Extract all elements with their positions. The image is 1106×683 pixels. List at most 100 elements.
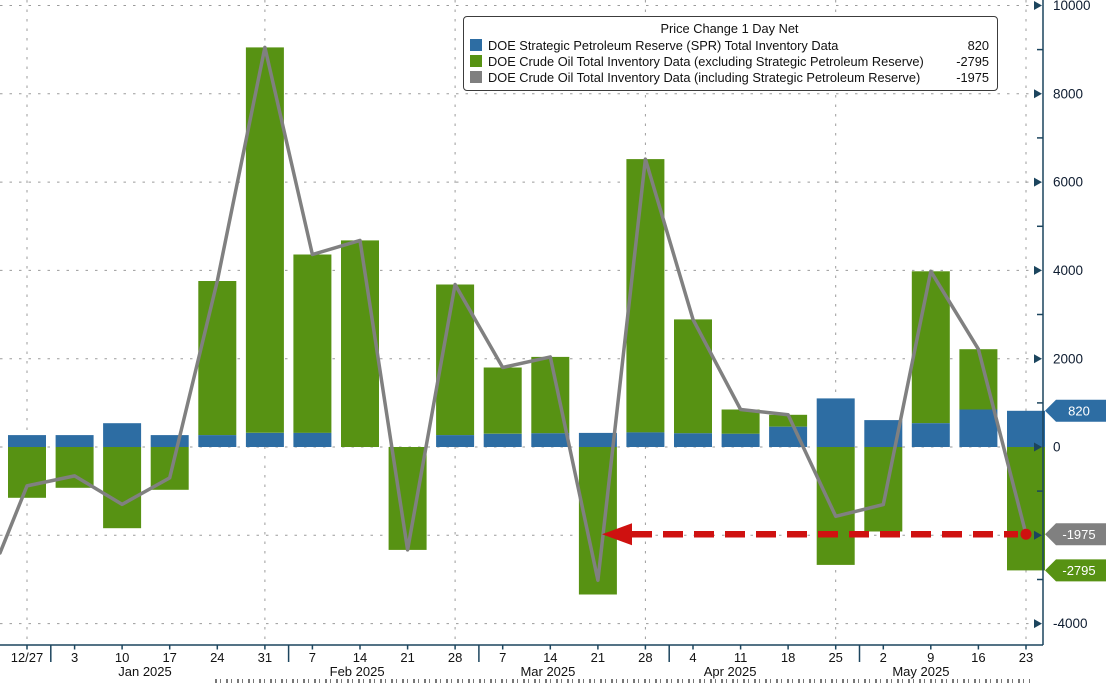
x-axis-label: 3: [71, 650, 78, 665]
x-axis-label: 21: [591, 650, 605, 665]
bar-spr-segment: [198, 435, 237, 447]
month-label: Jan 2025: [118, 664, 172, 679]
y-axis-badge: [1045, 399, 1106, 422]
y-axis-tick-arrow-icon: [1034, 354, 1042, 364]
y-axis-label: 10000: [1053, 0, 1091, 13]
total-line: [0, 45, 1028, 583]
bar-crude-segment: [198, 281, 237, 436]
x-axis-label: 12/27: [11, 650, 44, 665]
bar-spr-segment: [55, 435, 94, 447]
x-axis-label: 4: [689, 650, 696, 665]
y-axis-label: 8000: [1053, 86, 1083, 101]
bar-spr-segment: [483, 433, 522, 447]
month-label: Feb 2025: [330, 664, 385, 679]
bar-spr-segment: [816, 398, 855, 447]
bar-crude-segment: [816, 447, 855, 565]
bar-spr-segment: [1007, 410, 1045, 447]
bar-crude-segment: [674, 319, 712, 434]
x-axis-label: 2: [880, 650, 887, 665]
legend-item-crude-ex-spr: DOE Crude Oil Total Inventory Data (excl…: [470, 53, 989, 69]
y-axis-badge: [1045, 559, 1106, 582]
x-axis-label: 10: [115, 650, 129, 665]
bar-spr-segment: [245, 432, 284, 447]
bar-spr-segment: [103, 423, 142, 447]
bar-crude-segment: [864, 447, 903, 532]
y-axis-badge-label: -2795: [1062, 563, 1095, 578]
crude-ex-spr-series-swatch-icon: [470, 55, 482, 67]
bar-spr-segment: [626, 432, 665, 447]
x-axis-label: 24: [210, 650, 224, 665]
crude-inc-spr-series-swatch-icon: [470, 71, 482, 83]
y-axis-badge-label: 820: [1068, 403, 1090, 418]
y-axis-label: 0: [1053, 440, 1061, 455]
bar-spr-segment: [674, 433, 712, 447]
bar-crude-segment: [483, 367, 522, 434]
bar-spr-segment: [293, 432, 332, 447]
y-axis-tick-arrow-icon: [1034, 619, 1042, 629]
x-axis-label: 21: [400, 650, 414, 665]
x-axis-label: 28: [448, 650, 462, 665]
bar-spr-segment: [721, 433, 760, 447]
bar-crude-segment: [55, 447, 94, 488]
bar-crude-segment: [769, 414, 808, 427]
x-axis-label: 18: [781, 650, 795, 665]
legend-item-spr: DOE Strategic Petroleum Reserve (SPR) To…: [470, 37, 989, 53]
y-axis-tick-arrow-icon: [1034, 442, 1042, 452]
bar-crude-segment: [103, 447, 142, 529]
month-label: May 2025: [892, 664, 949, 679]
clipped-footer-text: [215, 679, 1030, 683]
y-axis-badge-label: -1975: [1062, 527, 1095, 542]
bar-spr-segment: [531, 433, 570, 447]
bar-crude-segment: [150, 447, 189, 490]
legend-item-crude-inc-spr: DOE Crude Oil Total Inventory Data (incl…: [470, 69, 989, 85]
line-end-marker: [1020, 528, 1032, 540]
x-axis-label: 28: [638, 650, 652, 665]
y-axis-tick-arrow-icon: [1034, 265, 1042, 275]
legend-box: Price Change 1 Day Net DOE Strategic Pet…: [463, 16, 998, 91]
spr-series-swatch-icon: [470, 39, 482, 51]
bar-spr-segment: [8, 435, 46, 447]
legend-item-label: DOE Crude Oil Total Inventory Data (excl…: [488, 53, 924, 69]
trend-arrow-head-icon: [602, 523, 632, 546]
x-axis-label: 7: [499, 650, 506, 665]
y-axis-tick-arrow-icon: [1034, 1, 1042, 10]
bar-spr-segment: [911, 423, 950, 447]
y-axis-badge: [1045, 523, 1106, 546]
y-axis-label: 6000: [1053, 175, 1083, 190]
y-axis-tick-arrow-icon: [1034, 89, 1042, 99]
legend-item-value: 820: [967, 37, 989, 53]
x-axis-label: 17: [162, 650, 176, 665]
y-axis-label: 4000: [1053, 263, 1083, 278]
y-axis-tick-arrow-icon: [1034, 530, 1042, 540]
x-axis-label: 11: [734, 650, 748, 665]
x-axis-label: 7: [309, 650, 316, 665]
legend-title: Price Change 1 Day Net: [660, 21, 799, 36]
x-axis-label: 9: [927, 650, 934, 665]
legend-item-label: DOE Crude Oil Total Inventory Data (incl…: [488, 69, 921, 85]
bar-crude-segment: [1007, 447, 1045, 571]
y-axis-label: 2000: [1053, 351, 1083, 366]
x-axis-label: 16: [971, 650, 985, 665]
bar-spr-segment: [436, 435, 475, 447]
x-axis-label: 14: [543, 650, 557, 665]
bar-crude-segment: [721, 409, 760, 434]
month-label: Apr 2025: [704, 664, 757, 679]
legend-item-value: -2795: [956, 53, 989, 69]
legend-item-label: DOE Strategic Petroleum Reserve (SPR) To…: [488, 37, 839, 53]
bar-spr-segment: [150, 435, 189, 447]
month-label: Mar 2025: [520, 664, 575, 679]
bar-spr-segment: [578, 432, 617, 447]
legend-item-value: -1975: [956, 69, 989, 85]
x-axis-label: 31: [258, 650, 272, 665]
bar-crude-segment: [293, 254, 332, 433]
x-axis-label: 25: [828, 650, 842, 665]
x-axis-label: 14: [353, 650, 367, 665]
y-axis-tick-arrow-icon: [1034, 177, 1042, 187]
bar-crude-segment: [911, 271, 950, 424]
y-axis-label: -4000: [1053, 616, 1088, 631]
bar-spr-segment: [959, 409, 998, 447]
bar-crude-segment: [341, 240, 379, 447]
x-axis-label: 23: [1019, 650, 1033, 665]
